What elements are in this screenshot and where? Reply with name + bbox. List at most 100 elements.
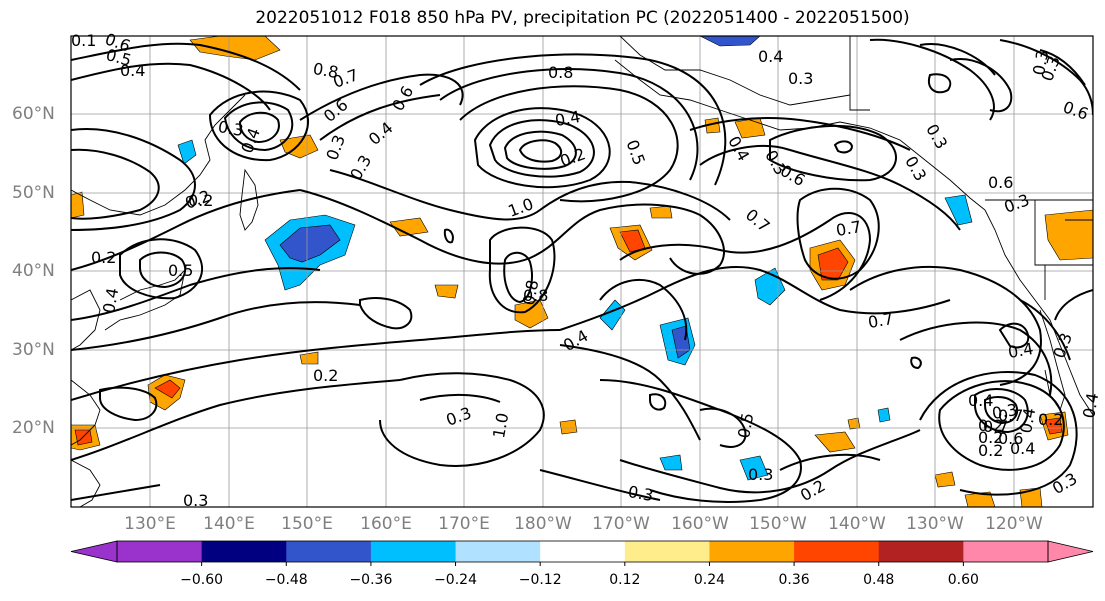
contour-label: 0.8 <box>523 286 549 305</box>
precip-positive-patch <box>189 36 281 61</box>
contour-label: 0.6 <box>988 173 1014 192</box>
precip-positive-patch <box>847 417 861 430</box>
precip-positive-patch <box>434 284 459 299</box>
colorbar-segment <box>286 541 372 562</box>
colorbar-segment <box>624 541 710 562</box>
precip-positive-patch <box>1044 209 1093 261</box>
precip-positive-patch <box>299 351 319 365</box>
contour-label: 0.4 <box>1010 439 1036 458</box>
contour-label: 0.2 <box>978 428 1004 447</box>
contour-label: 0.2 <box>91 248 117 267</box>
plot-background <box>71 36 1093 507</box>
contour-label: 0.7 <box>998 406 1024 425</box>
map-title: 2022051012 F018 850 hPa PV, precipitatio… <box>255 8 910 28</box>
contour-label: 0.3 <box>748 465 774 484</box>
lon-label-180w: 180°W <box>514 514 572 534</box>
precip-positive-patch <box>1044 417 1063 435</box>
precip-positive-patch <box>514 299 549 329</box>
colorbar-tick-label: −0.36 <box>349 572 393 588</box>
lat-label-40n: 40°N <box>12 261 55 281</box>
contour-label: 0.7 <box>983 417 1009 436</box>
precip-negative-patch <box>659 454 683 471</box>
contour-label: 0.6 <box>998 429 1024 448</box>
coastline-japan <box>104 268 186 331</box>
precip-positive-patch <box>559 419 578 435</box>
colorbar-tick-label: 0.48 <box>863 572 895 588</box>
lat-label-50n: 50°N <box>12 183 55 203</box>
contour-label: 0.2 <box>188 191 214 210</box>
coastline-korea-china <box>71 289 101 351</box>
lon-label-160e: 160°E <box>360 514 412 534</box>
coastline-philippines <box>71 459 101 507</box>
precip-negative-patch <box>739 455 769 481</box>
precip-positive-patch <box>154 379 181 399</box>
precip-negative-patch <box>699 36 761 47</box>
contour-label: 0.5 <box>168 261 194 280</box>
colorbar-segment <box>878 541 964 562</box>
contour-label: 0.2 <box>1038 410 1064 429</box>
precip-positive-patch <box>649 205 673 219</box>
precip-positive-patch <box>704 117 721 134</box>
coastline-asia <box>71 94 246 216</box>
precip-positive-patch <box>814 431 856 453</box>
colorbar-extend-low <box>70 540 118 563</box>
lon-label-170e: 170°E <box>438 514 490 534</box>
colorbar-segment <box>201 541 287 562</box>
colorbar-segment <box>370 541 457 562</box>
lon-label-140e: 140°E <box>203 514 255 534</box>
lat-label-60n: 60°N <box>12 104 55 124</box>
colorbar-segment <box>117 541 203 562</box>
colorbar-tick-label: −0.12 <box>518 572 562 588</box>
contour-label: 0.3 <box>788 69 814 88</box>
contour-label: 0.2 <box>978 441 1004 460</box>
colorbar-tick-label: −0.48 <box>264 572 308 588</box>
lon-label-120w: 120°W <box>985 514 1043 534</box>
lon-label-150w: 150°W <box>749 514 807 534</box>
precip-positive-patch <box>389 217 429 237</box>
coastline-north-america-west <box>984 209 1093 416</box>
plot-frame <box>70 35 1094 508</box>
contour-label: 0.2 <box>978 416 1004 435</box>
colorbar <box>70 540 1094 566</box>
colorbar-segment <box>963 541 1049 562</box>
colorbar-frame <box>116 540 1049 563</box>
precip-positive-patch <box>934 471 956 488</box>
coastline-china-south <box>71 379 101 446</box>
contour-label: 0.3 <box>183 491 209 510</box>
colorbar-tick-label: −0.24 <box>434 572 477 588</box>
colorbar-segment <box>709 541 795 562</box>
contour-label: 0.1 <box>71 31 97 50</box>
coastline-kamchatka <box>239 168 259 231</box>
contour-label: 0.4 <box>120 61 146 80</box>
pv-contours <box>71 38 1093 503</box>
colorbar-tick-label: 0.36 <box>778 572 810 588</box>
precip-negative-patch <box>177 139 197 165</box>
state-borders <box>1034 200 1093 300</box>
contour-label: 0.4 <box>968 391 994 410</box>
lon-label-170w: 170°W <box>592 514 650 534</box>
colorbar-segment <box>455 541 541 562</box>
colorbar-tick-label: 0.12 <box>609 572 641 588</box>
colorbar-tick-label: 0.60 <box>947 572 979 588</box>
precip-negative-patch <box>877 407 891 423</box>
lon-label-130e: 130°E <box>124 514 176 534</box>
precip-negative-patch <box>279 224 341 263</box>
precip-positive-patch <box>74 429 93 446</box>
contour-label: 0.4 <box>758 47 784 66</box>
contour-label: 0.8 <box>548 63 574 82</box>
colorbar-extend-high <box>1047 540 1094 563</box>
colorbar-tick-label: −0.60 <box>180 572 224 588</box>
precip-negative-patch <box>944 194 973 226</box>
colorbar-segment <box>540 541 626 562</box>
lat-label-20n: 20°N <box>12 418 55 438</box>
lon-label-160w: 160°W <box>671 514 729 534</box>
canada-border <box>849 36 870 111</box>
lon-label-140w: 140°W <box>828 514 886 534</box>
lat-label-30n: 30°N <box>12 340 55 360</box>
contour-label: 0.2 <box>313 366 339 385</box>
colorbar-segment <box>794 541 880 562</box>
lon-label-150e: 150°E <box>281 514 333 534</box>
gridlines <box>71 36 1093 507</box>
colorbar-tick-label: 0.24 <box>693 572 726 588</box>
